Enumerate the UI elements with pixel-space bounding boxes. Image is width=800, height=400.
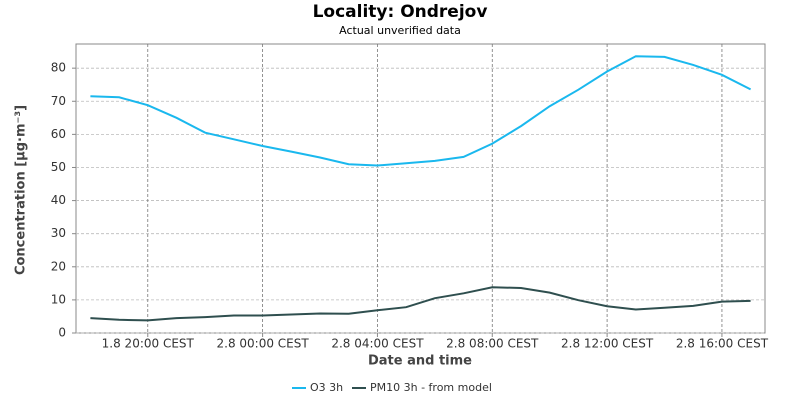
x-tick-label: 2.8 04:00 CEST [331, 337, 424, 351]
x-axis-label: Date and time [368, 354, 472, 369]
y-tick-label: 20 [51, 259, 66, 273]
y-tick-label: 40 [51, 193, 66, 207]
plot-area [75, 43, 766, 334]
x-tick-label: 2.8 08:00 CEST [446, 337, 539, 351]
chart-subtitle: Actual unverified data [339, 24, 461, 37]
chart-title: Locality: Ondrejov [313, 2, 488, 22]
x-tick-label: 1.8 20:00 CEST [102, 337, 195, 351]
y-tick-label: 10 [51, 292, 66, 306]
x-tick-label: 2.8 16:00 CEST [676, 337, 769, 351]
y-tick-label: 0 [58, 326, 66, 340]
y-tick-label: 50 [51, 160, 66, 174]
y-tick-label: 30 [51, 226, 66, 240]
y-tick-label: 60 [51, 127, 66, 141]
x-tick-label: 2.8 00:00 CEST [217, 337, 310, 351]
series-line [90, 286, 751, 322]
y-tick-label: 80 [51, 61, 66, 75]
legend-label: PM10 3h - from model [370, 381, 492, 394]
x-tick-label: 2.8 12:00 CEST [561, 337, 654, 351]
y-axis-label: Concentration [µg·m⁻³] [14, 105, 29, 275]
legend-label: O3 3h [310, 381, 343, 394]
series-line [90, 55, 752, 167]
y-tick-label: 70 [51, 94, 66, 108]
